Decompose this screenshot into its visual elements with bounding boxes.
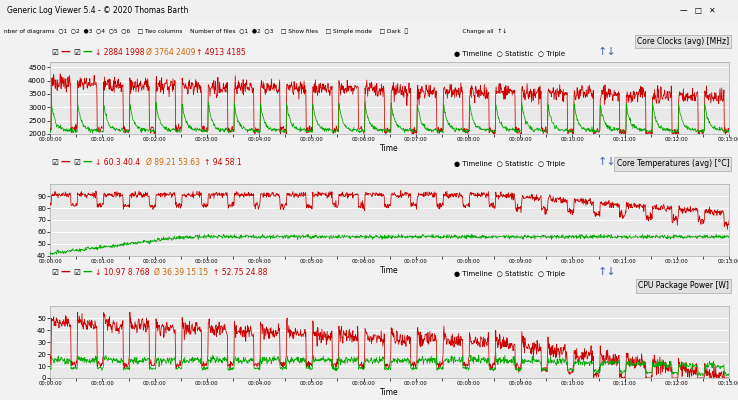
Text: ☑: ☑ [73,158,80,167]
Text: ↓ 2884 1998: ↓ 2884 1998 [95,48,145,57]
Text: ● Timeline  ○ Statistic  ○ Triple: ● Timeline ○ Statistic ○ Triple [454,161,565,167]
Text: Core Clocks (avg) [MHz]: Core Clocks (avg) [MHz] [637,37,729,46]
Text: ↑ 4913 4185: ↑ 4913 4185 [196,48,246,57]
Text: ↑↓: ↑↓ [598,157,616,167]
Text: ● Timeline  ○ Statistic  ○ Triple: ● Timeline ○ Statistic ○ Triple [454,51,565,57]
Text: —: — [83,267,92,277]
Text: ☑: ☑ [51,268,58,277]
Text: ↓ 60.3 40.4: ↓ 60.3 40.4 [95,158,140,167]
Text: —: — [61,157,70,167]
Text: ☑: ☑ [51,48,58,57]
Text: Generic Log Viewer 5.4 - © 2020 Thomas Barth: Generic Log Viewer 5.4 - © 2020 Thomas B… [7,6,189,15]
X-axis label: Time: Time [380,388,399,397]
Text: —   □   ✕: — □ ✕ [680,6,716,15]
Text: —: — [83,157,92,167]
Text: ↑ 52.75 24.88: ↑ 52.75 24.88 [213,268,267,277]
Text: —: — [83,47,92,57]
Text: ☑: ☑ [73,48,80,57]
Text: ● Timeline  ○ Statistic  ○ Triple: ● Timeline ○ Statistic ○ Triple [454,271,565,277]
Text: —: — [61,267,70,277]
Text: Ø 89.21 53.63: Ø 89.21 53.63 [145,158,200,167]
X-axis label: Time: Time [380,266,399,275]
Text: Ø 36.39 15.15: Ø 36.39 15.15 [154,268,208,277]
Text: CPU Package Power [W]: CPU Package Power [W] [638,281,729,290]
Text: ↑ 94 58.1: ↑ 94 58.1 [204,158,242,167]
X-axis label: Time: Time [380,144,399,153]
Text: Ø 3764 2409: Ø 3764 2409 [145,48,196,57]
Text: Core Temperatures (avg) [°C]: Core Temperatures (avg) [°C] [616,159,729,168]
Text: ☑: ☑ [73,268,80,277]
Text: ↓ 10.97 8.768: ↓ 10.97 8.768 [95,268,150,277]
Text: ↑↓: ↑↓ [598,267,616,277]
Text: ↑↓: ↑↓ [598,47,616,57]
Text: —: — [61,47,70,57]
Text: ☑: ☑ [51,158,58,167]
Text: nber of diagrams  ○1  ○2  ●3  ○4  ○5  ○6    □ Two columns    Number of files  ○1: nber of diagrams ○1 ○2 ●3 ○4 ○5 ○6 □ Two… [4,29,507,34]
